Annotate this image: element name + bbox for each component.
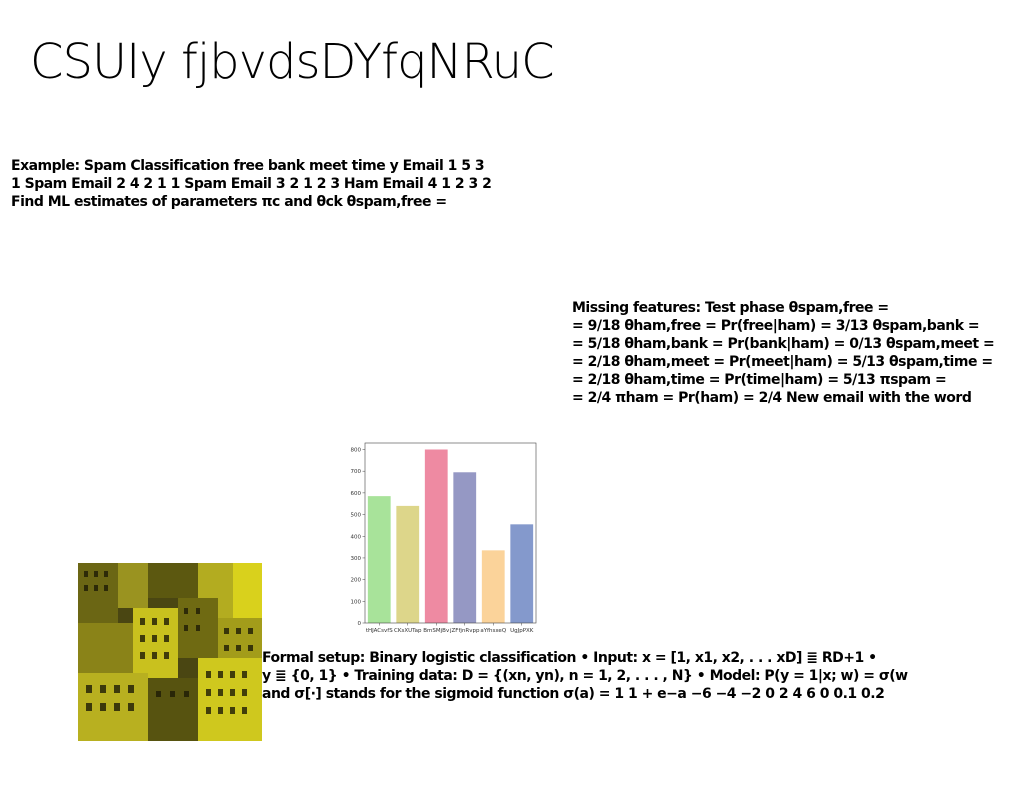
city-image — [78, 563, 262, 741]
bar-chart: 0 100 200 300 400 500 600 700 800 tHJACsvfS CKsXUT… — [340, 440, 545, 640]
missing-line: = 2/18 θham,time = Pr(time|ham) = 5/13 π… — [572, 372, 947, 388]
chart-y-tick-label: 300 — [351, 556, 362, 562]
chart-x-tick-label: aYfhsxeQ — [480, 628, 506, 634]
example-text-block: Example: Spam Classification free bank m… — [11, 157, 492, 211]
bar-chart-svg: 0 100 200 300 400 500 600 700 800 tHJACsvfS CKsXUT… — [351, 442, 537, 634]
missing-line: = 9/18 θham,free = Pr(free|ham) = 3/13 θ… — [572, 318, 980, 334]
example-line: 1 Spam Email 2 4 2 1 1 Spam Email 3 2 1 … — [11, 176, 492, 192]
chart-y-tick-label: 700 — [351, 469, 362, 475]
chart-bar — [510, 524, 534, 623]
missing-line: = 2/18 θham,meet = Pr(meet|ham) = 5/13 θ… — [572, 354, 993, 370]
chart-y-tick-label: 400 — [351, 534, 362, 540]
missing-features-text-block: Missing features: Test phase θspam,free … — [572, 299, 995, 407]
formal-line: and σ[·] stands for the sigmoid function… — [262, 686, 885, 702]
chart-bar — [481, 550, 505, 623]
chart-y-tick-label: 500 — [351, 513, 362, 519]
page-title: CSUIy fjbvdsDYfqNRuC — [30, 34, 555, 90]
example-line: Example: Spam Classification free bank m… — [11, 158, 485, 174]
missing-line: = 2/4 πham = Pr(ham) = 2/4 New email wit… — [572, 390, 972, 406]
chart-bar — [396, 505, 420, 623]
city-buildings-illustration — [78, 563, 262, 741]
example-line: Find ML estimates of parameters πc and θ… — [11, 194, 447, 210]
formal-setup-text-block: Formal setup: Binary logistic classifica… — [262, 649, 908, 703]
formal-line: Formal setup: Binary logistic classifica… — [262, 650, 877, 666]
chart-x-tick-label: jZFfjnRvpp — [449, 628, 480, 634]
chart-y-tick-label: 600 — [351, 491, 362, 497]
chart-bar — [424, 449, 448, 623]
missing-line: = 5/18 θham,bank = Pr(bank|ham) = 0/13 θ… — [572, 336, 995, 352]
chart-y-tick-label: 800 — [351, 448, 362, 454]
chart-bar — [453, 472, 477, 623]
chart-bar — [367, 496, 391, 623]
chart-y-tick-label: 200 — [351, 578, 362, 584]
chart-x-tick-label: tHJACsvfS — [366, 628, 393, 634]
missing-line: Missing features: Test phase θspam,free … — [572, 300, 889, 316]
chart-y-tick-label: 0 — [358, 621, 362, 627]
chart-x-tick-label: CKsXUTap — [394, 628, 422, 634]
chart-frame — [364, 442, 537, 624]
chart-x-tick-label: UgJpPXK — [510, 628, 534, 634]
chart-x-tick-label: BmSMjBv — [423, 628, 450, 634]
formal-line: y ≣ {0, 1} • Training data: D = {(xn, yn… — [262, 668, 908, 684]
chart-y-tick-label: 100 — [351, 599, 362, 605]
